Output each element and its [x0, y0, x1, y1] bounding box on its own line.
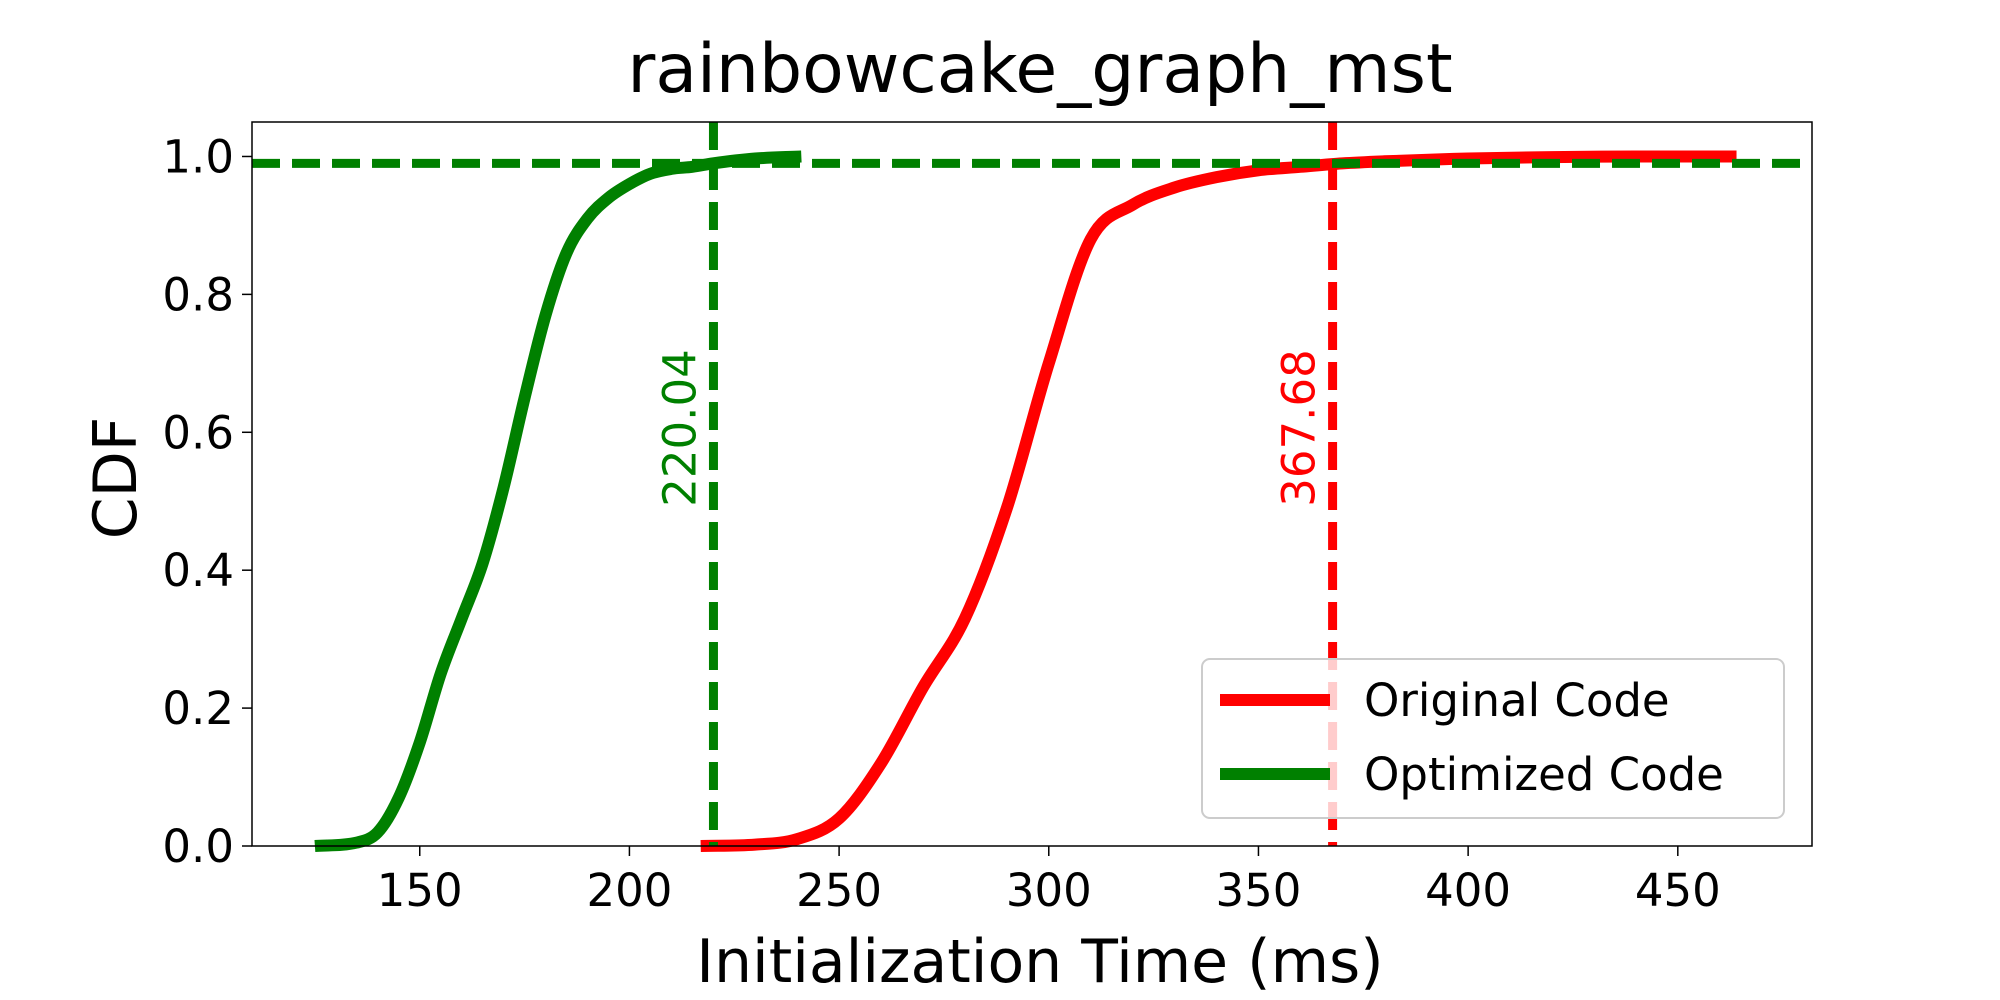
plot-area: 220.04 367.68: [251, 121, 1813, 852]
y-axis-ticks: 0.0 0.2 0.4 0.6 0.8 1.0: [162, 130, 252, 873]
legend-items: Original Code Optimized Code: [1220, 674, 1724, 801]
series-line-original-code: [700, 150, 1737, 852]
y-tick-label: 1.0: [162, 130, 234, 183]
plot-frame: [251, 121, 1813, 847]
x-tick-label: 450: [1635, 864, 1721, 917]
x-axis-label: Initialization Time (ms): [696, 927, 1383, 997]
legend-box: [1201, 658, 1785, 819]
legend-label-optimized-code: Optimized Code: [1364, 748, 1724, 801]
y-axis-label: CDF: [81, 417, 151, 540]
y-tick-label: 0.6: [162, 406, 234, 459]
reference-lines: 220.04 367.68: [252, 122, 1812, 846]
legend: Original Code Optimized Code: [1201, 658, 1785, 819]
x-tick-label: 250: [796, 864, 882, 917]
x-tick-label: 300: [1006, 864, 1092, 917]
x-tick-label: 150: [377, 864, 463, 917]
y-tick-label: 0.4: [162, 544, 234, 597]
reference-label-367-68: 367.68: [1273, 349, 1326, 506]
x-axis-ticks: 150 200 250 300 350 400 450: [377, 846, 1721, 917]
reference-label-220-04: 220.04: [654, 349, 707, 506]
y-tick-label: 0.8: [162, 268, 234, 321]
chart-title: rainbowcake_graph_mst: [627, 30, 1452, 109]
x-tick-label: 350: [1215, 864, 1301, 917]
series-line-optimized-code: [314, 150, 802, 852]
legend-label-original-code: Original Code: [1364, 674, 1670, 727]
series-layer: [314, 150, 1737, 852]
y-tick-label: 0.0: [162, 820, 234, 873]
y-tick-label: 0.2: [162, 682, 234, 735]
x-tick-label: 200: [586, 864, 672, 917]
x-tick-label: 400: [1425, 864, 1511, 917]
